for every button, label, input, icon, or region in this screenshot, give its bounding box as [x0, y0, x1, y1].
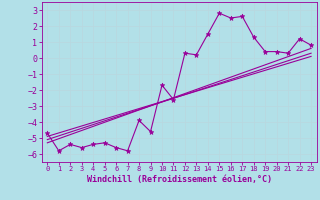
X-axis label: Windchill (Refroidissement éolien,°C): Windchill (Refroidissement éolien,°C)	[87, 175, 272, 184]
